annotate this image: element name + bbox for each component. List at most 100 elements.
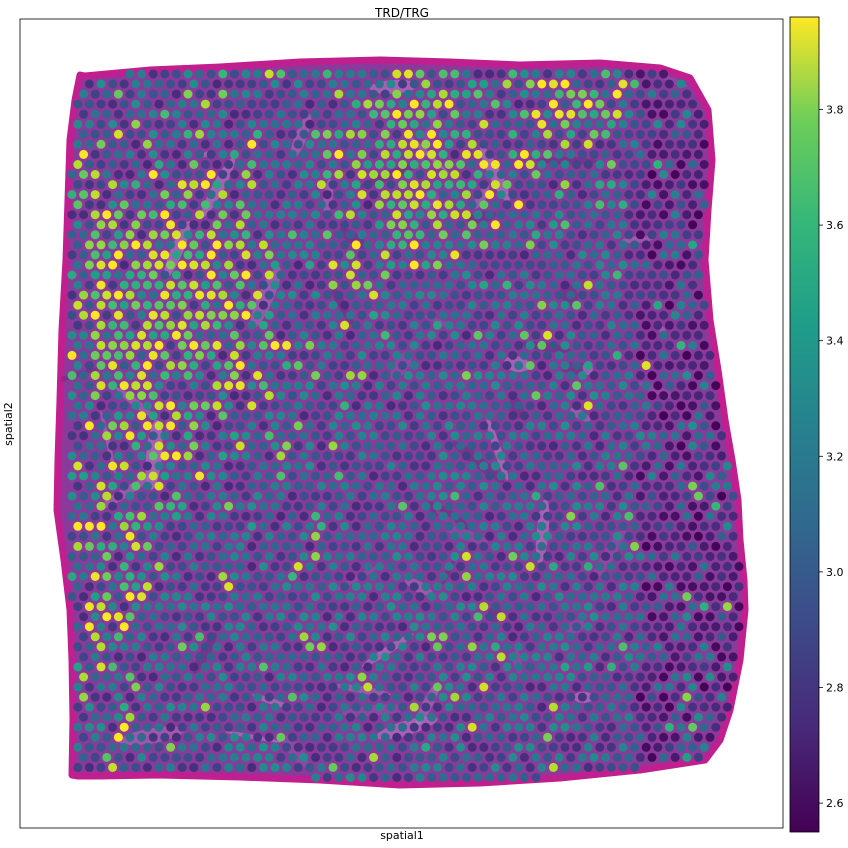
spot — [334, 572, 344, 581]
spot — [508, 712, 518, 722]
spot — [113, 310, 123, 320]
spot — [537, 180, 547, 190]
spot — [450, 692, 460, 702]
spot — [241, 531, 251, 541]
spot — [380, 290, 390, 300]
spot — [131, 541, 141, 551]
spot — [485, 230, 495, 240]
spot — [154, 521, 164, 531]
spot — [334, 89, 344, 99]
spot — [142, 220, 152, 230]
spot — [67, 531, 77, 541]
spot — [456, 200, 466, 210]
spot — [630, 421, 640, 431]
spot — [334, 350, 344, 360]
spot — [473, 511, 483, 521]
spot — [589, 572, 599, 581]
spot — [502, 240, 512, 250]
spot — [322, 109, 332, 119]
spot — [577, 752, 587, 762]
spot — [560, 702, 570, 712]
spot — [264, 230, 274, 240]
spot — [113, 89, 123, 99]
spot — [612, 551, 622, 561]
spot — [560, 300, 570, 310]
spot — [676, 401, 686, 411]
spot — [90, 310, 100, 320]
spot — [380, 411, 390, 421]
spot — [444, 139, 454, 149]
spot — [96, 280, 106, 290]
spot — [369, 170, 379, 179]
spot — [166, 200, 176, 210]
spot — [705, 471, 715, 481]
spot — [502, 300, 512, 310]
spot — [113, 471, 123, 481]
spot — [537, 99, 547, 109]
spot — [438, 69, 448, 79]
spot — [96, 481, 106, 491]
spot — [432, 582, 442, 592]
spot — [311, 129, 321, 139]
spot — [514, 742, 524, 752]
spot — [241, 149, 251, 159]
spot — [566, 511, 576, 521]
spot — [676, 742, 686, 752]
spot — [624, 431, 634, 441]
spot — [363, 501, 373, 511]
spot — [444, 481, 454, 491]
spot — [247, 622, 257, 632]
spot — [473, 109, 483, 119]
spot — [467, 742, 477, 752]
spot — [572, 662, 582, 672]
spot — [73, 582, 83, 592]
spot — [641, 401, 651, 411]
spot — [287, 451, 297, 461]
spot — [589, 89, 599, 99]
spot — [502, 642, 512, 652]
spot — [386, 119, 396, 129]
spot — [334, 270, 344, 280]
spot — [282, 501, 292, 511]
spot — [717, 592, 727, 602]
spot — [514, 722, 524, 732]
spot — [299, 431, 309, 441]
spot — [258, 682, 268, 692]
spot — [502, 702, 512, 712]
spot — [699, 481, 709, 491]
spot — [258, 461, 268, 471]
spot — [345, 592, 355, 602]
spot — [479, 501, 489, 511]
spot — [386, 160, 396, 169]
spot — [148, 411, 158, 421]
spot — [601, 431, 611, 441]
spot — [73, 602, 83, 612]
spot — [543, 511, 553, 521]
spot — [386, 200, 396, 210]
spot — [345, 69, 355, 79]
spot — [322, 170, 332, 179]
spot — [200, 361, 210, 370]
spot — [171, 672, 181, 682]
spot — [531, 451, 541, 461]
spot — [270, 361, 280, 370]
spot — [699, 180, 709, 190]
spot — [606, 361, 616, 370]
spot — [282, 541, 292, 551]
spot — [305, 280, 315, 290]
spot — [403, 592, 413, 602]
spot — [200, 240, 210, 250]
spot — [711, 722, 721, 732]
spot — [183, 270, 193, 280]
spot — [380, 170, 390, 179]
spot — [467, 421, 477, 431]
spot — [699, 160, 709, 169]
spot — [340, 541, 350, 551]
spot — [311, 612, 321, 622]
spot — [270, 662, 280, 672]
spot — [218, 632, 228, 642]
spot — [722, 642, 732, 652]
spot — [595, 300, 605, 310]
spot — [572, 119, 582, 129]
spot — [357, 752, 367, 762]
